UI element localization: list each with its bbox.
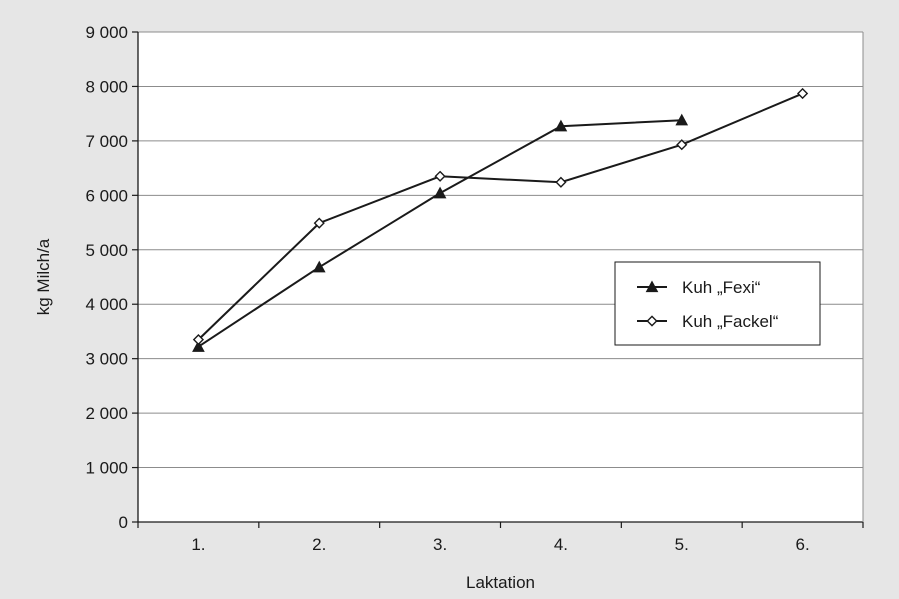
series-layer xyxy=(192,87,809,352)
data-point-triangle xyxy=(675,113,689,126)
data-point-diamond xyxy=(313,217,325,229)
series-2 xyxy=(192,87,809,346)
y-tick-label: 9 000 xyxy=(85,23,128,42)
gridlines xyxy=(138,31,863,469)
x-tick-label: 5. xyxy=(675,535,689,554)
legend-box xyxy=(614,261,821,346)
x-tick-label: 6. xyxy=(795,535,809,554)
y-axis-ticks: 0 1 000 2 000 3 000 4 000 5 000 6 000 7 000 8 00… xyxy=(85,23,138,532)
x-tick-label: 2. xyxy=(312,535,326,554)
data-point-diamond xyxy=(192,334,205,346)
y-tick-label: 8 000 xyxy=(85,77,128,96)
data-point-triangle xyxy=(645,280,659,293)
data-point-diamond xyxy=(555,176,567,188)
data-point-triangle xyxy=(312,260,326,273)
data-point-diamond xyxy=(796,87,809,100)
series-line xyxy=(197,92,803,341)
y-tick-label: 2 000 xyxy=(85,404,128,423)
data-point-triangle xyxy=(433,186,447,199)
x-tick-label: 4. xyxy=(554,535,568,554)
data-point-diamond xyxy=(676,139,688,151)
y-axis-title: kg Milch/a xyxy=(34,238,53,315)
y-tick-label: 4 000 xyxy=(85,295,128,314)
y-tick-label: 3 000 xyxy=(85,350,128,369)
legend-item: Kuh „Fexi“ xyxy=(637,278,761,297)
y-tick-label: 7 000 xyxy=(85,132,128,151)
legend-label: Kuh „Fackel“ xyxy=(682,312,779,331)
data-point-diamond xyxy=(646,315,658,327)
data-point-triangle xyxy=(554,119,568,132)
data-point-diamond xyxy=(434,170,446,182)
y-tick-label: 6 000 xyxy=(85,186,128,205)
y-tick-label: 0 xyxy=(119,513,128,532)
y-tick-label: 1 000 xyxy=(85,459,128,478)
x-tick-label: 3. xyxy=(433,535,447,554)
data-point-triangle xyxy=(192,340,205,352)
y-tick-label: 5 000 xyxy=(85,241,128,260)
legend: Kuh „Fexi“ Kuh „Fackel“ xyxy=(614,261,821,346)
legend-label: Kuh „Fexi“ xyxy=(682,278,761,297)
x-axis-title: Laktation xyxy=(466,573,535,592)
series-1 xyxy=(192,113,689,352)
legend-item: Kuh „Fackel“ xyxy=(637,312,779,331)
x-axis-ticks: 1. 2. 3. 4. 5. 6. xyxy=(137,522,864,554)
x-tick-label: 1. xyxy=(191,535,205,554)
